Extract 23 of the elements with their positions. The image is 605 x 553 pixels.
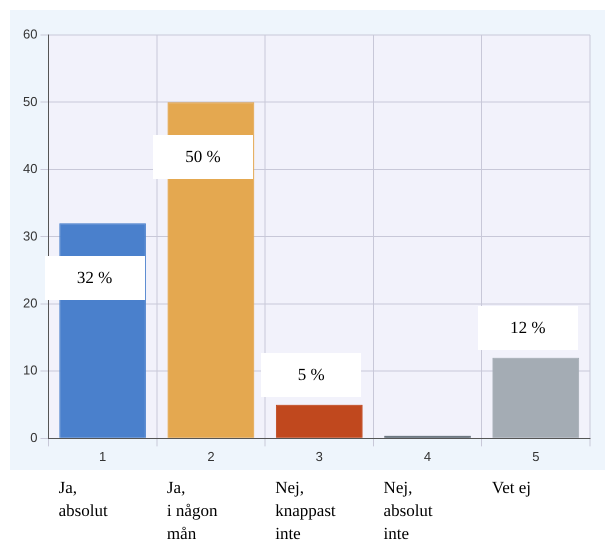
label-box: 5 % xyxy=(261,352,362,397)
text: Vet ej xyxy=(492,478,532,497)
y-tick-label: 60 xyxy=(22,26,38,42)
text: Ja, i någon mån xyxy=(166,478,218,543)
y-tick-label: 10 xyxy=(22,362,38,378)
label-box: 12 % xyxy=(478,306,578,350)
y-tick-label: 30 xyxy=(22,228,38,244)
bar xyxy=(492,358,580,438)
label-box: 50 % xyxy=(152,135,253,180)
text: Nej, absolut inte xyxy=(384,478,433,543)
x-tick-label: 3 xyxy=(316,448,323,464)
y-tick-label: 0 xyxy=(30,430,38,445)
x-tick-label: 2 xyxy=(207,448,215,464)
x-tick-label: 4 xyxy=(424,448,432,464)
text: Nej, knappast inte xyxy=(275,478,336,543)
bar xyxy=(276,404,363,438)
text: Ja, absolut xyxy=(58,478,108,520)
label-box: 32 % xyxy=(44,256,145,300)
x-tick-label: 5 xyxy=(532,448,540,464)
y-tick-label: 20 xyxy=(22,296,38,311)
y-tick-label: 40 xyxy=(22,161,38,176)
x-tick-label: 1 xyxy=(98,448,106,464)
y-tick-label: 50 xyxy=(22,94,38,109)
